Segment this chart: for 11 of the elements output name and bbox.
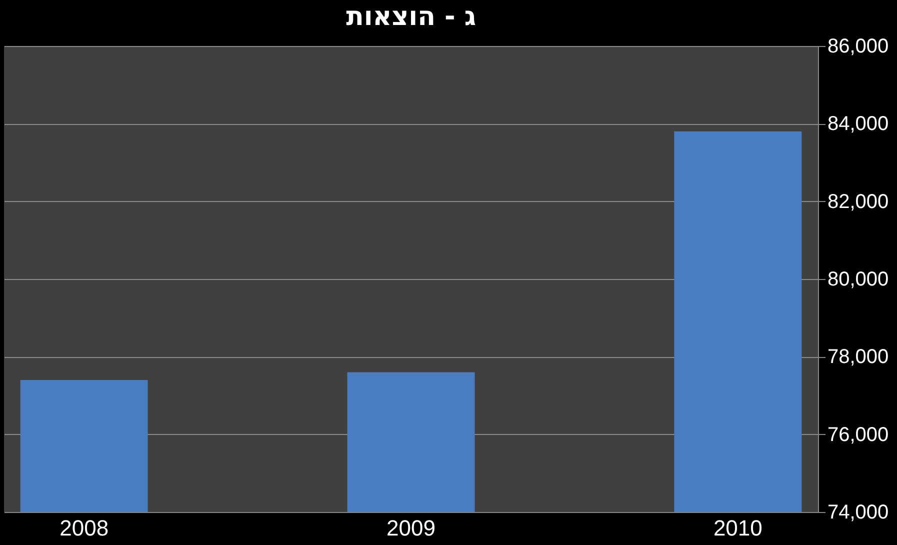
x-tick-label: 2010 (713, 516, 762, 540)
chart-title: ג - הוצאות (346, 2, 476, 32)
x-tick-label: 2009 (386, 516, 436, 540)
y-tick-label: 84,000 (828, 113, 889, 136)
y-tick-label: 82,000 (828, 190, 889, 213)
y-tick-label: 78,000 (828, 346, 889, 368)
y-tick-label: 76,000 (828, 424, 889, 446)
x-tick-label: 2008 (60, 516, 109, 540)
y-tick-label: 80,000 (828, 268, 889, 290)
y-tick-label: 74,000 (828, 502, 889, 524)
y-tick-label: 86,000 (828, 36, 889, 58)
